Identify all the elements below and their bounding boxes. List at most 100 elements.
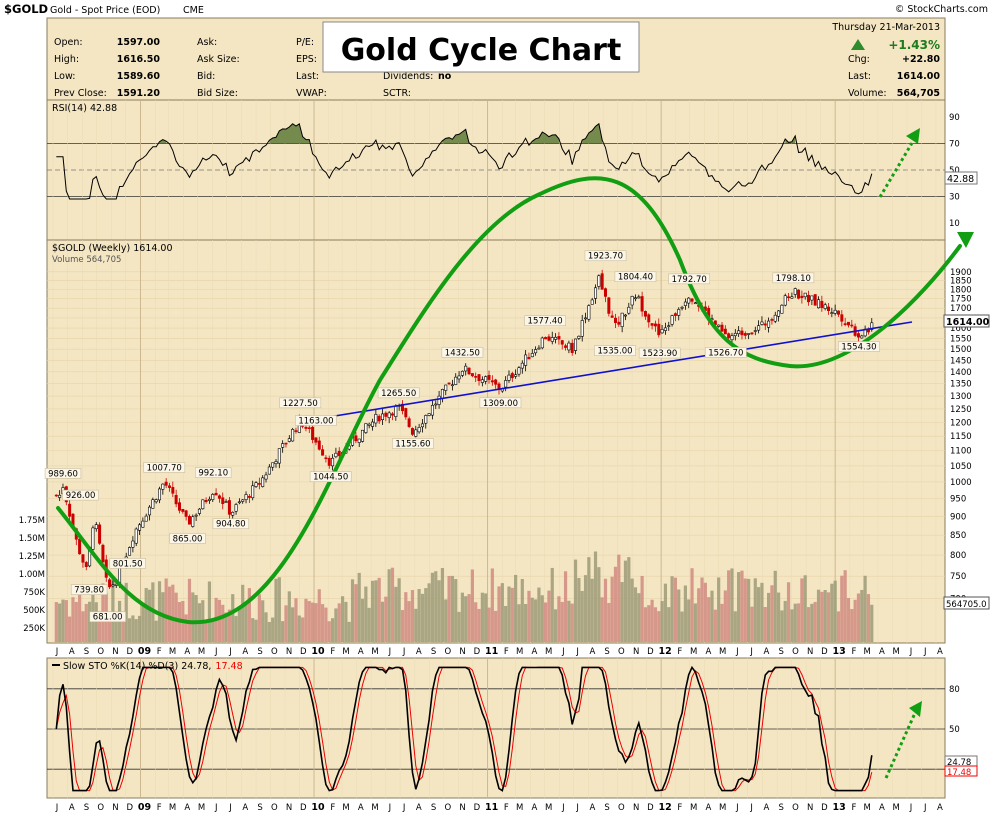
rsi-tick-label: 90 bbox=[949, 113, 960, 123]
volume-bar bbox=[600, 597, 604, 642]
volume-bar bbox=[846, 598, 851, 642]
candle-body bbox=[540, 337, 544, 349]
volume-bar bbox=[514, 574, 518, 642]
volume-bar bbox=[314, 603, 318, 642]
volume-bar bbox=[354, 584, 358, 642]
x-axis-label: S bbox=[84, 647, 89, 657]
stochastic-k-line bbox=[55, 665, 873, 792]
volume-bar bbox=[191, 592, 195, 642]
price-label-box bbox=[614, 271, 657, 282]
volume-bar bbox=[394, 586, 398, 642]
volume-bar bbox=[370, 580, 375, 642]
candle-body bbox=[58, 494, 62, 498]
cycle-arrowhead bbox=[957, 232, 974, 248]
price-grid bbox=[47, 240, 945, 643]
stochastic-title-k: Slow STO %K(14) %D(3) 24.78, bbox=[63, 661, 211, 672]
volume-bar bbox=[131, 615, 135, 642]
x-axis-label: S bbox=[778, 803, 783, 813]
candle-body bbox=[374, 414, 378, 424]
price-label: 1923.70 bbox=[588, 252, 623, 262]
x-axis-label: S bbox=[778, 647, 783, 657]
quote-label: Prev Close: bbox=[54, 88, 107, 99]
candle-body bbox=[797, 289, 801, 299]
rsi-tick-label: 70 bbox=[949, 140, 960, 150]
price-tick-label: 1450 bbox=[950, 356, 972, 366]
volume-bar bbox=[114, 617, 118, 642]
volume-bar bbox=[640, 575, 644, 642]
volume-bar bbox=[697, 588, 701, 642]
x-axis-label: O bbox=[97, 647, 104, 657]
candle-body bbox=[467, 367, 471, 375]
candle-body bbox=[564, 345, 568, 348]
x-axis-label: D bbox=[647, 803, 654, 813]
volume-bar bbox=[417, 589, 421, 642]
candle-body bbox=[630, 295, 634, 306]
x-axis-label: S bbox=[257, 803, 262, 813]
x-axis-label: J bbox=[735, 803, 739, 813]
x-axis-label: M bbox=[719, 647, 726, 657]
volume-bar bbox=[137, 615, 142, 642]
price-label: 739.80 bbox=[74, 586, 104, 596]
price-label: 1523.90 bbox=[642, 349, 677, 359]
volume-bar bbox=[627, 557, 631, 642]
volume-bar bbox=[274, 578, 278, 642]
price-label: 1792.70 bbox=[672, 275, 707, 285]
volume-bar bbox=[374, 580, 378, 642]
price-tick-label: 1200 bbox=[950, 418, 972, 428]
candle-body bbox=[161, 483, 165, 490]
candle-body bbox=[687, 297, 691, 304]
volume-bar bbox=[297, 615, 301, 642]
stochastic-title: Slow STO %K(14) %D(3) 24.78, 17.48 bbox=[63, 661, 243, 672]
volume-bar bbox=[387, 569, 391, 642]
price-label-box bbox=[524, 315, 566, 327]
x-axis-label: A bbox=[242, 803, 248, 813]
candle-body bbox=[164, 481, 168, 486]
volume-bar bbox=[347, 621, 351, 642]
stochastic-tick-label: 80 bbox=[949, 685, 960, 695]
volume-bar bbox=[763, 607, 767, 642]
x-axis-label: O bbox=[271, 647, 278, 657]
price-label: 1804.40 bbox=[618, 273, 653, 283]
price-panel: 989.60 926.00 739.80 681.00 801.50 1007.70 865… bbox=[19, 176, 990, 644]
x-axis-label: A bbox=[879, 803, 885, 813]
volume-bar bbox=[786, 582, 791, 642]
candle-body bbox=[690, 298, 694, 302]
candle-body bbox=[287, 438, 291, 442]
x-axis-label: 12 bbox=[659, 646, 672, 657]
candle-body bbox=[460, 370, 464, 376]
candle-body bbox=[650, 323, 654, 326]
candle-body bbox=[78, 538, 82, 555]
x-axis-label: M bbox=[342, 647, 349, 657]
volume-bar bbox=[860, 589, 864, 642]
volume-bar bbox=[643, 607, 648, 642]
price-tick-label: 1900 bbox=[950, 268, 972, 278]
candle-body bbox=[454, 376, 458, 385]
candle-body bbox=[560, 340, 564, 345]
candle-body bbox=[627, 306, 631, 314]
x-axis-label: A bbox=[184, 647, 190, 657]
volume-bar bbox=[494, 610, 498, 642]
quote-label: Low: bbox=[54, 71, 75, 82]
volume-bar bbox=[174, 592, 178, 642]
x-axis-label: M bbox=[893, 647, 900, 657]
volume-bar bbox=[583, 575, 588, 642]
volume-bar bbox=[424, 588, 428, 642]
volume-bar bbox=[800, 578, 804, 642]
volume-bar bbox=[124, 582, 128, 642]
rsi-arrow-head bbox=[906, 128, 920, 144]
candle-body bbox=[407, 418, 411, 427]
x-axis-label: J bbox=[909, 647, 913, 657]
price-label: 1007.70 bbox=[147, 463, 182, 473]
x-axis-label: N bbox=[633, 647, 639, 657]
volume-bar bbox=[187, 578, 192, 642]
exchange-label: CME bbox=[183, 5, 204, 16]
volume-bar bbox=[750, 606, 754, 642]
price-label-box bbox=[169, 533, 206, 544]
candle-body bbox=[813, 294, 817, 306]
volume-tick-label: 750K bbox=[23, 588, 45, 598]
volume-bar bbox=[147, 589, 152, 642]
candle-body bbox=[827, 306, 831, 311]
candle-body bbox=[866, 329, 870, 333]
x-axis-label: J bbox=[402, 803, 406, 813]
